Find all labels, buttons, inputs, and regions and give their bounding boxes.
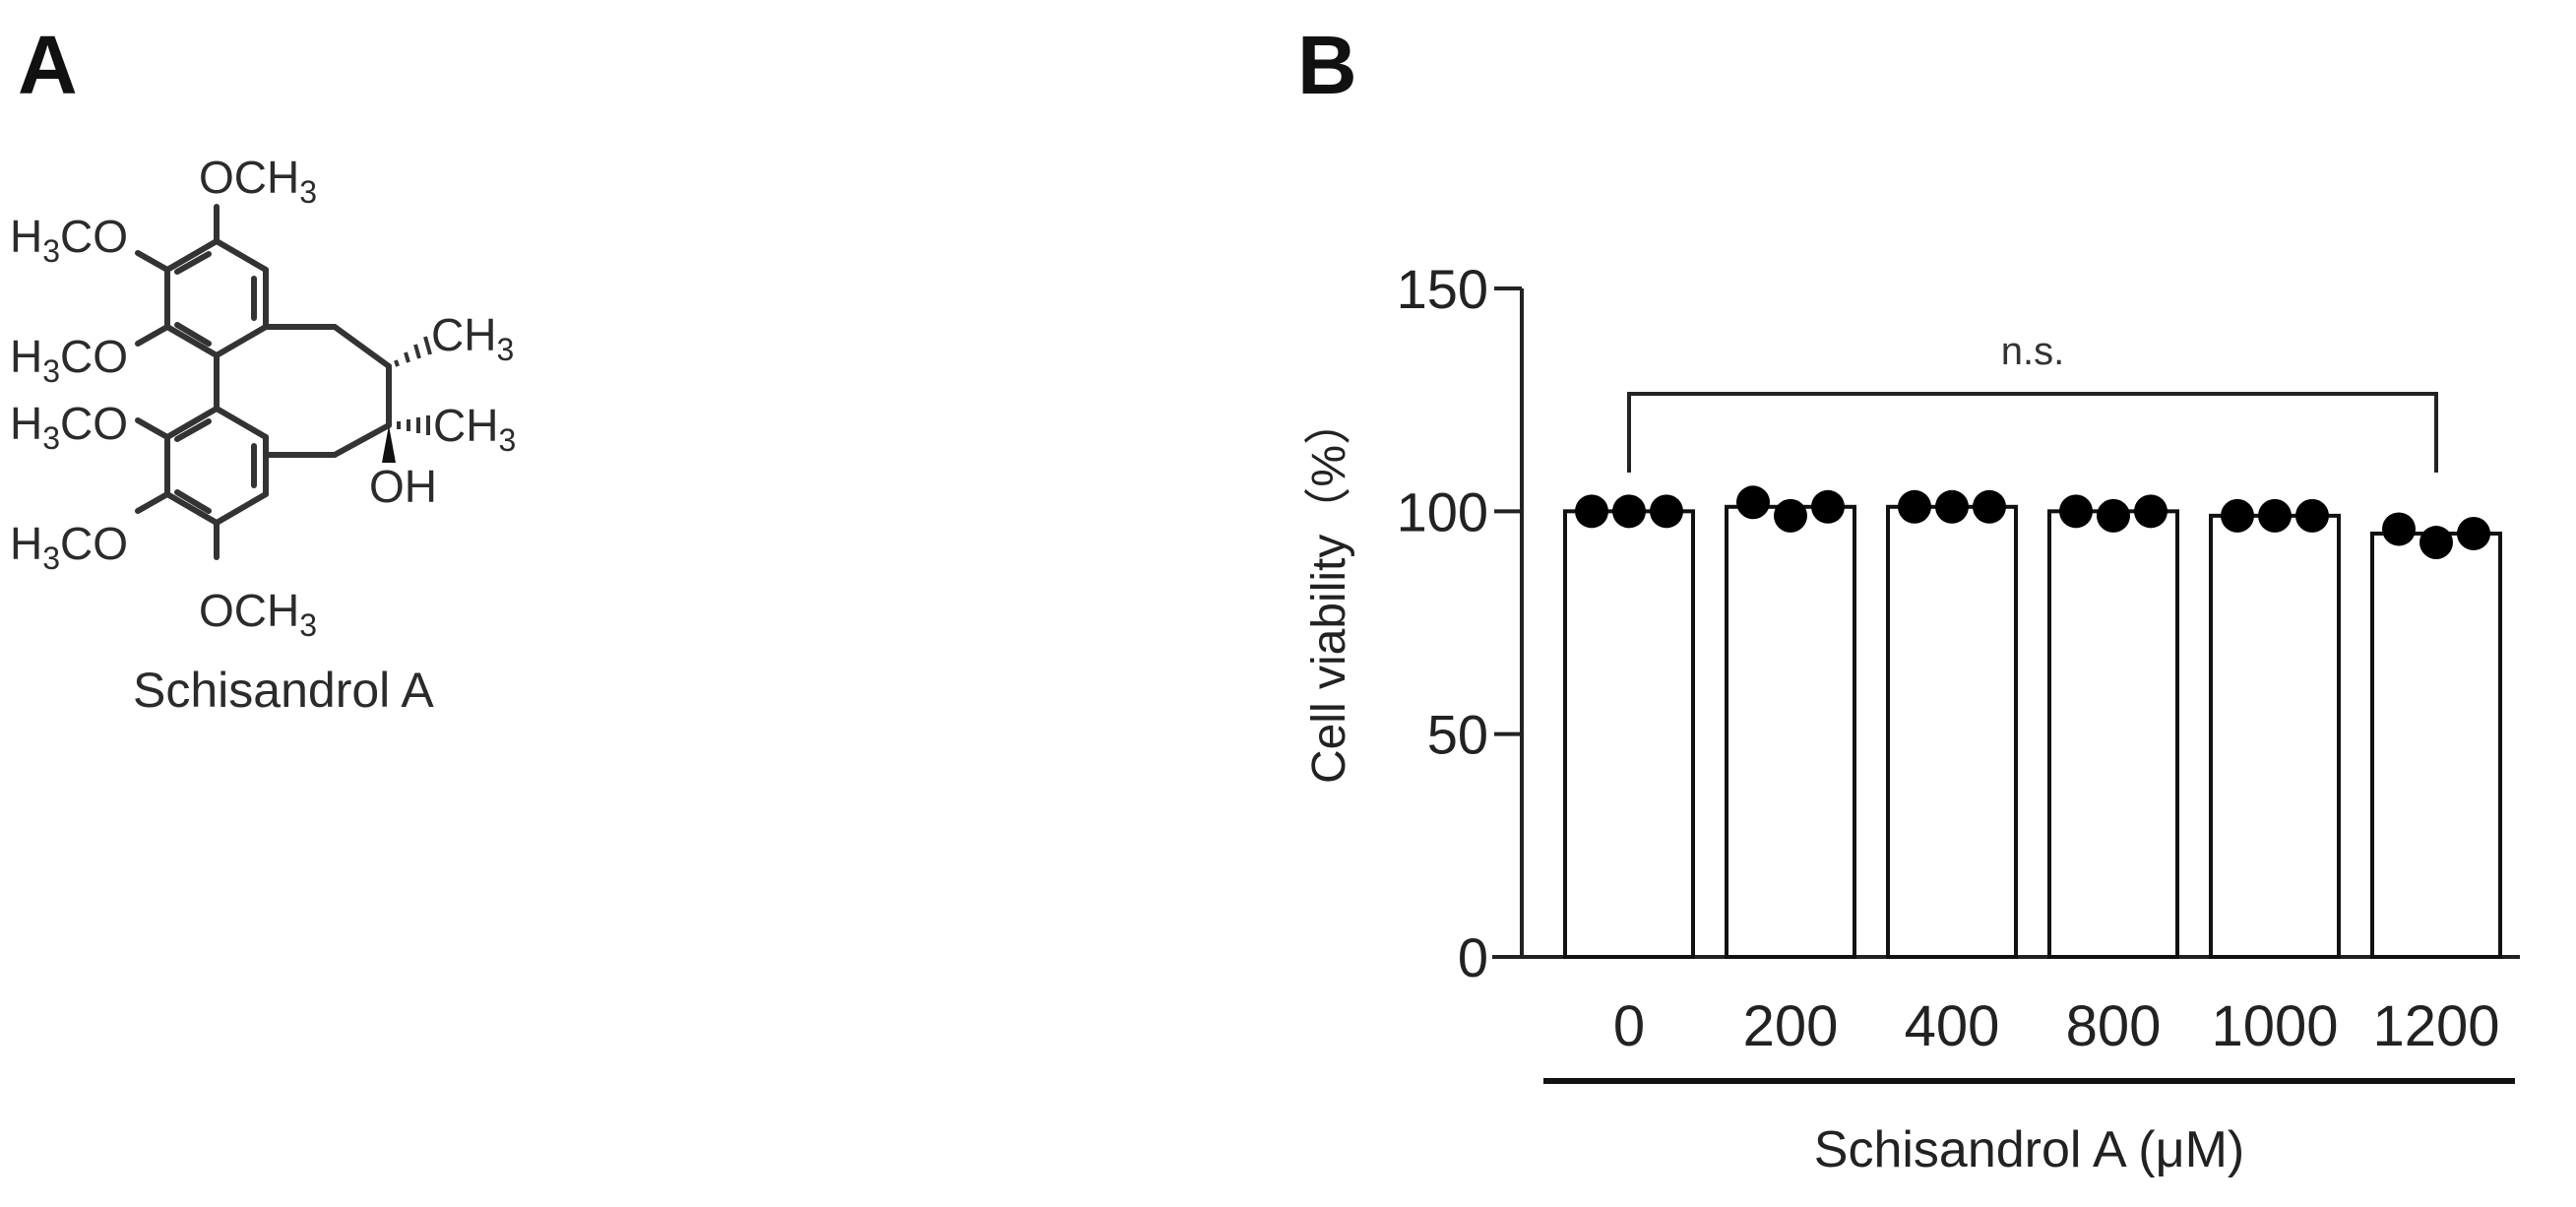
svg-text:H3CO: H3CO [10, 518, 128, 576]
bar [2047, 509, 2179, 959]
ch3-lower-label: CH [433, 400, 498, 451]
data-point [1650, 494, 1683, 529]
co-label: CO [60, 398, 128, 449]
x-tick-label: 400 [1905, 994, 2000, 1058]
bar [1563, 509, 1695, 959]
x-tick-label: 800 [2066, 994, 2162, 1058]
x-tick-label: 1000 [2211, 994, 2338, 1058]
subscript: 3 [42, 353, 60, 389]
data-point [1973, 489, 2006, 524]
svg-text:H3CO: H3CO [10, 398, 128, 456]
ch3-upper-label: CH [431, 309, 496, 360]
svg-text:H3CO: H3CO [10, 331, 128, 389]
significance-label: n.s. [2001, 330, 2064, 373]
co-label: CO [60, 518, 128, 569]
significance-bracket [1627, 392, 2438, 473]
co-label: CO [60, 331, 128, 382]
svg-text:H3CO: H3CO [10, 211, 128, 269]
y-axis-label: Cell viability（%） [1303, 398, 1355, 784]
subscript: 3 [299, 174, 317, 210]
bar [2209, 513, 2341, 959]
data-point [2382, 512, 2416, 546]
svg-text:OCH3: OCH3 [199, 585, 317, 643]
bar [1886, 504, 2018, 959]
subscript: 3 [42, 233, 60, 269]
y-tick-label: 0 [1458, 926, 1488, 988]
data-point [1935, 489, 1969, 524]
oh-label: OH [369, 461, 437, 512]
data-point [2134, 494, 2168, 529]
data-point [1774, 498, 1807, 533]
data-point [2221, 498, 2254, 533]
x-axis-label: Schisandrol A (μM) [1814, 1121, 2244, 1178]
och3-bottom-label: OCH [199, 585, 299, 636]
h3co-label-4: H [10, 518, 42, 569]
data-point [2419, 526, 2453, 560]
data-point [2059, 494, 2093, 529]
och3-top-label: OCH [199, 152, 299, 203]
data-point [1811, 489, 1845, 524]
y-tick-label: 150 [1397, 258, 1488, 320]
subscript: 3 [498, 422, 516, 458]
viability-bar-chart: 0 50 100 150 0 200 400 800 1000 1200 Cell viabili… [1303, 258, 2520, 1178]
data-point [2457, 516, 2490, 550]
panel-b-label: B [1297, 19, 1357, 111]
x-tick-label: 200 [1743, 994, 1839, 1058]
data-point [2258, 498, 2292, 533]
data-point [2097, 498, 2130, 533]
y-tick-label: 100 [1397, 480, 1488, 542]
data-point [1575, 494, 1608, 529]
data-point [1898, 489, 1931, 524]
x-tick-label: 1200 [2372, 994, 2499, 1058]
co-label: CO [60, 211, 128, 262]
svg-text:CH3: CH3 [433, 400, 516, 458]
subscript: 3 [42, 420, 60, 456]
svg-text:OCH3: OCH3 [199, 152, 317, 210]
y-tick-label: 50 [1427, 704, 1488, 766]
data-point [1612, 494, 1646, 529]
svg-text:CH3: CH3 [431, 309, 514, 367]
chemical-structure: OCH3 H3CO H3CO H3CO H3CO OCH3 CH3 CH3 OH… [10, 152, 516, 718]
h3co-label-3: H [10, 398, 42, 449]
data-point [2295, 498, 2329, 533]
x-tick-label: 0 [1613, 994, 1645, 1058]
h3co-label-2: H [10, 331, 42, 382]
bar [2370, 531, 2502, 959]
panel-a-label: A [18, 19, 78, 111]
subscript: 3 [42, 540, 60, 576]
subscript: 3 [496, 332, 514, 367]
structure-name: Schisandrol A [133, 663, 434, 718]
h3co-label-1: H [10, 211, 42, 262]
subscript: 3 [299, 607, 317, 643]
data-point [1736, 485, 1770, 520]
bar [1725, 504, 1856, 959]
